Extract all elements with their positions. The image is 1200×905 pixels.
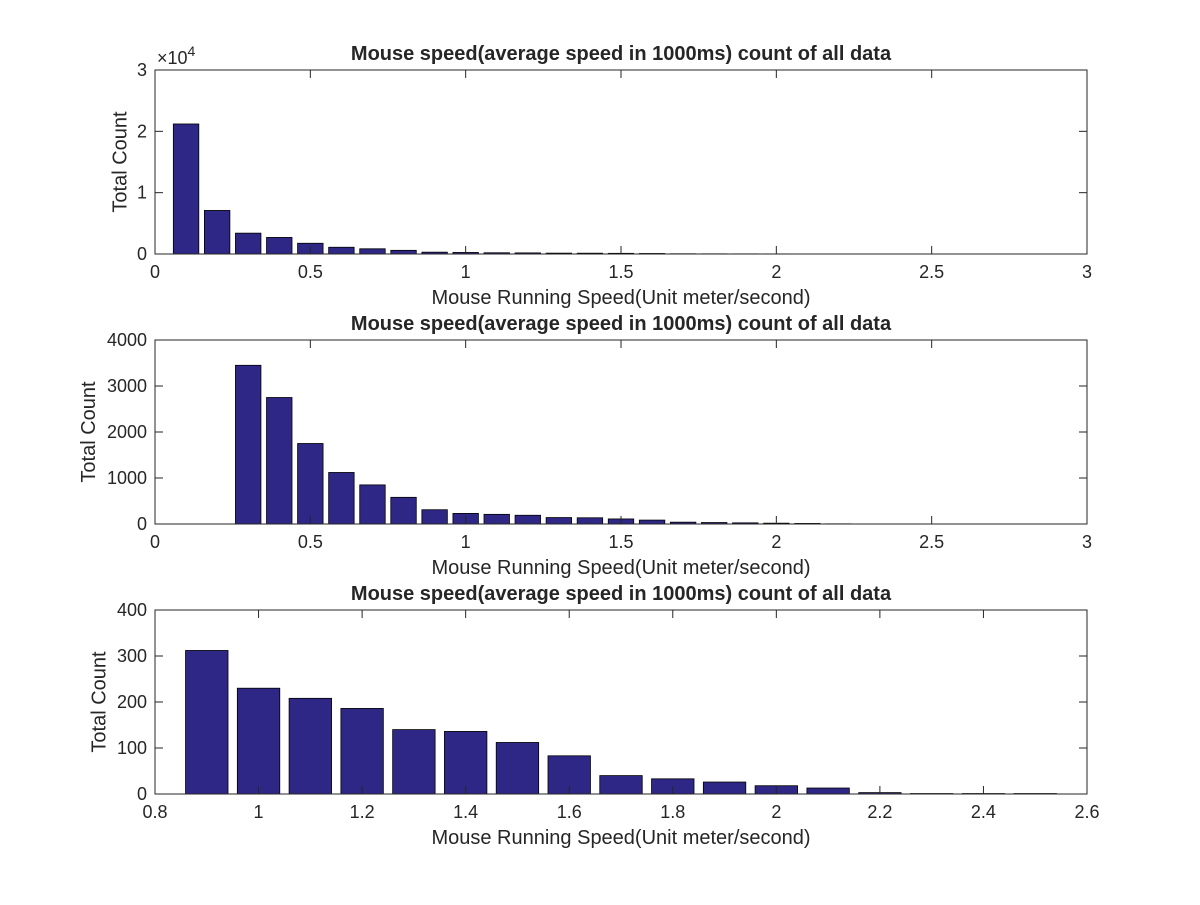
x-tick-label: 2 — [771, 262, 781, 282]
histogram-bar — [577, 518, 602, 524]
y-exponent-power: 4 — [188, 43, 196, 59]
x-tick-label: 0 — [150, 532, 160, 552]
y-axis-label: Total Count — [78, 381, 100, 483]
x-tick-label: 1.5 — [608, 262, 633, 282]
x-axis-label: Mouse Running Speed(Unit meter/second) — [431, 827, 810, 849]
histogram-bar — [703, 782, 745, 794]
x-tick-label: 2.5 — [919, 532, 944, 552]
y-tick-label: 3 — [137, 60, 147, 80]
x-tick-label: 0.8 — [142, 802, 167, 822]
chart-title: Mouse speed(average speed in 1000ms) cou… — [351, 313, 892, 335]
histogram-bar — [341, 708, 383, 794]
histogram-bar — [298, 444, 323, 525]
subplot-3: 0.8 1 1.2 1.4 1.6 1.8 2 2.2 2.4 2.6 0 100 200 300 400 M… — [89, 583, 1100, 849]
x-tick-label: 1.6 — [557, 802, 582, 822]
y-tick-label: 300 — [117, 646, 147, 666]
y-axis-label: Total Count — [89, 651, 111, 753]
histogram-bar — [267, 237, 292, 254]
y-tick-label: 200 — [117, 692, 147, 712]
histogram-bar — [360, 485, 385, 524]
histogram-bar — [329, 247, 354, 254]
x-axis-label: Mouse Running Speed(Unit meter/second) — [431, 287, 810, 309]
histogram-bar — [235, 365, 260, 524]
histogram-bar — [289, 698, 331, 794]
histogram-bar — [600, 776, 642, 794]
x-tick-label: 1.4 — [453, 802, 478, 822]
histogram-bar — [329, 472, 354, 524]
histogram-bar — [484, 514, 509, 524]
plot-area — [155, 70, 1087, 254]
histogram-bar — [807, 788, 849, 794]
x-tick-label: 0 — [150, 262, 160, 282]
x-tick-label: 2.2 — [867, 802, 892, 822]
x-tick-label: 1.2 — [350, 802, 375, 822]
chart-title: Mouse speed(average speed in 1000ms) cou… — [351, 43, 892, 65]
x-tick-label: 1 — [254, 802, 264, 822]
y-tick-label: 4000 — [107, 330, 147, 350]
y-tick-label: 1000 — [107, 468, 147, 488]
y-tick-label: 400 — [117, 600, 147, 620]
x-tick-label: 2 — [771, 802, 781, 822]
y-tick-label: 2000 — [107, 422, 147, 442]
histogram-bar — [267, 398, 292, 525]
histogram-bar — [186, 650, 228, 794]
y-tick-label: 2 — [137, 121, 147, 141]
histogram-bar — [546, 518, 571, 524]
x-tick-label: 3 — [1082, 532, 1092, 552]
histogram-bar — [360, 249, 385, 254]
histogram-bar — [515, 515, 540, 524]
y-tick-label: 0 — [137, 244, 147, 264]
histogram-bar — [235, 233, 260, 254]
histogram-bar — [639, 520, 664, 524]
y-tick-label: 3000 — [107, 376, 147, 396]
y-tick-label: 0 — [137, 514, 147, 534]
x-tick-label: 2.6 — [1074, 802, 1099, 822]
x-tick-label: 1.8 — [660, 802, 685, 822]
y-axis-label: Total Count — [110, 111, 132, 213]
subplot-1: 0 0.5 1 1.5 2 2.5 3 0 1 2 3 ×104 Mouse speed(average… — [110, 43, 1093, 309]
x-tick-label: 0.5 — [298, 532, 323, 552]
x-tick-label: 2 — [771, 532, 781, 552]
histogram-bar — [444, 731, 486, 794]
histogram-bar — [496, 742, 538, 794]
x-tick-label: 1 — [461, 262, 471, 282]
histogram-bar — [393, 730, 435, 794]
histogram-bar — [173, 124, 198, 254]
plot-area — [155, 340, 1087, 524]
x-tick-label: 0.5 — [298, 262, 323, 282]
x-tick-label: 2.5 — [919, 262, 944, 282]
histogram-bar — [204, 210, 229, 254]
histogram-bar — [391, 250, 416, 254]
histogram-bar — [422, 510, 447, 524]
subplot-2: 0 0.5 1 1.5 2 2.5 3 0 1000 2000 3000 4000 Mouse spee… — [78, 313, 1092, 579]
x-tick-label: 1 — [461, 532, 471, 552]
y-tick-label: 1 — [137, 183, 147, 203]
x-axis-label: Mouse Running Speed(Unit meter/second) — [431, 557, 810, 579]
chart-title: Mouse speed(average speed in 1000ms) cou… — [351, 583, 892, 605]
y-tick-label: 0 — [137, 784, 147, 804]
histogram-bar — [237, 688, 279, 794]
x-tick-label: 3 — [1082, 262, 1092, 282]
x-tick-label: 2.4 — [971, 802, 996, 822]
y-exponent-label: ×104 — [157, 43, 196, 68]
x-tick-label: 1.5 — [608, 532, 633, 552]
y-tick-label: 100 — [117, 738, 147, 758]
histogram-bar — [391, 497, 416, 524]
